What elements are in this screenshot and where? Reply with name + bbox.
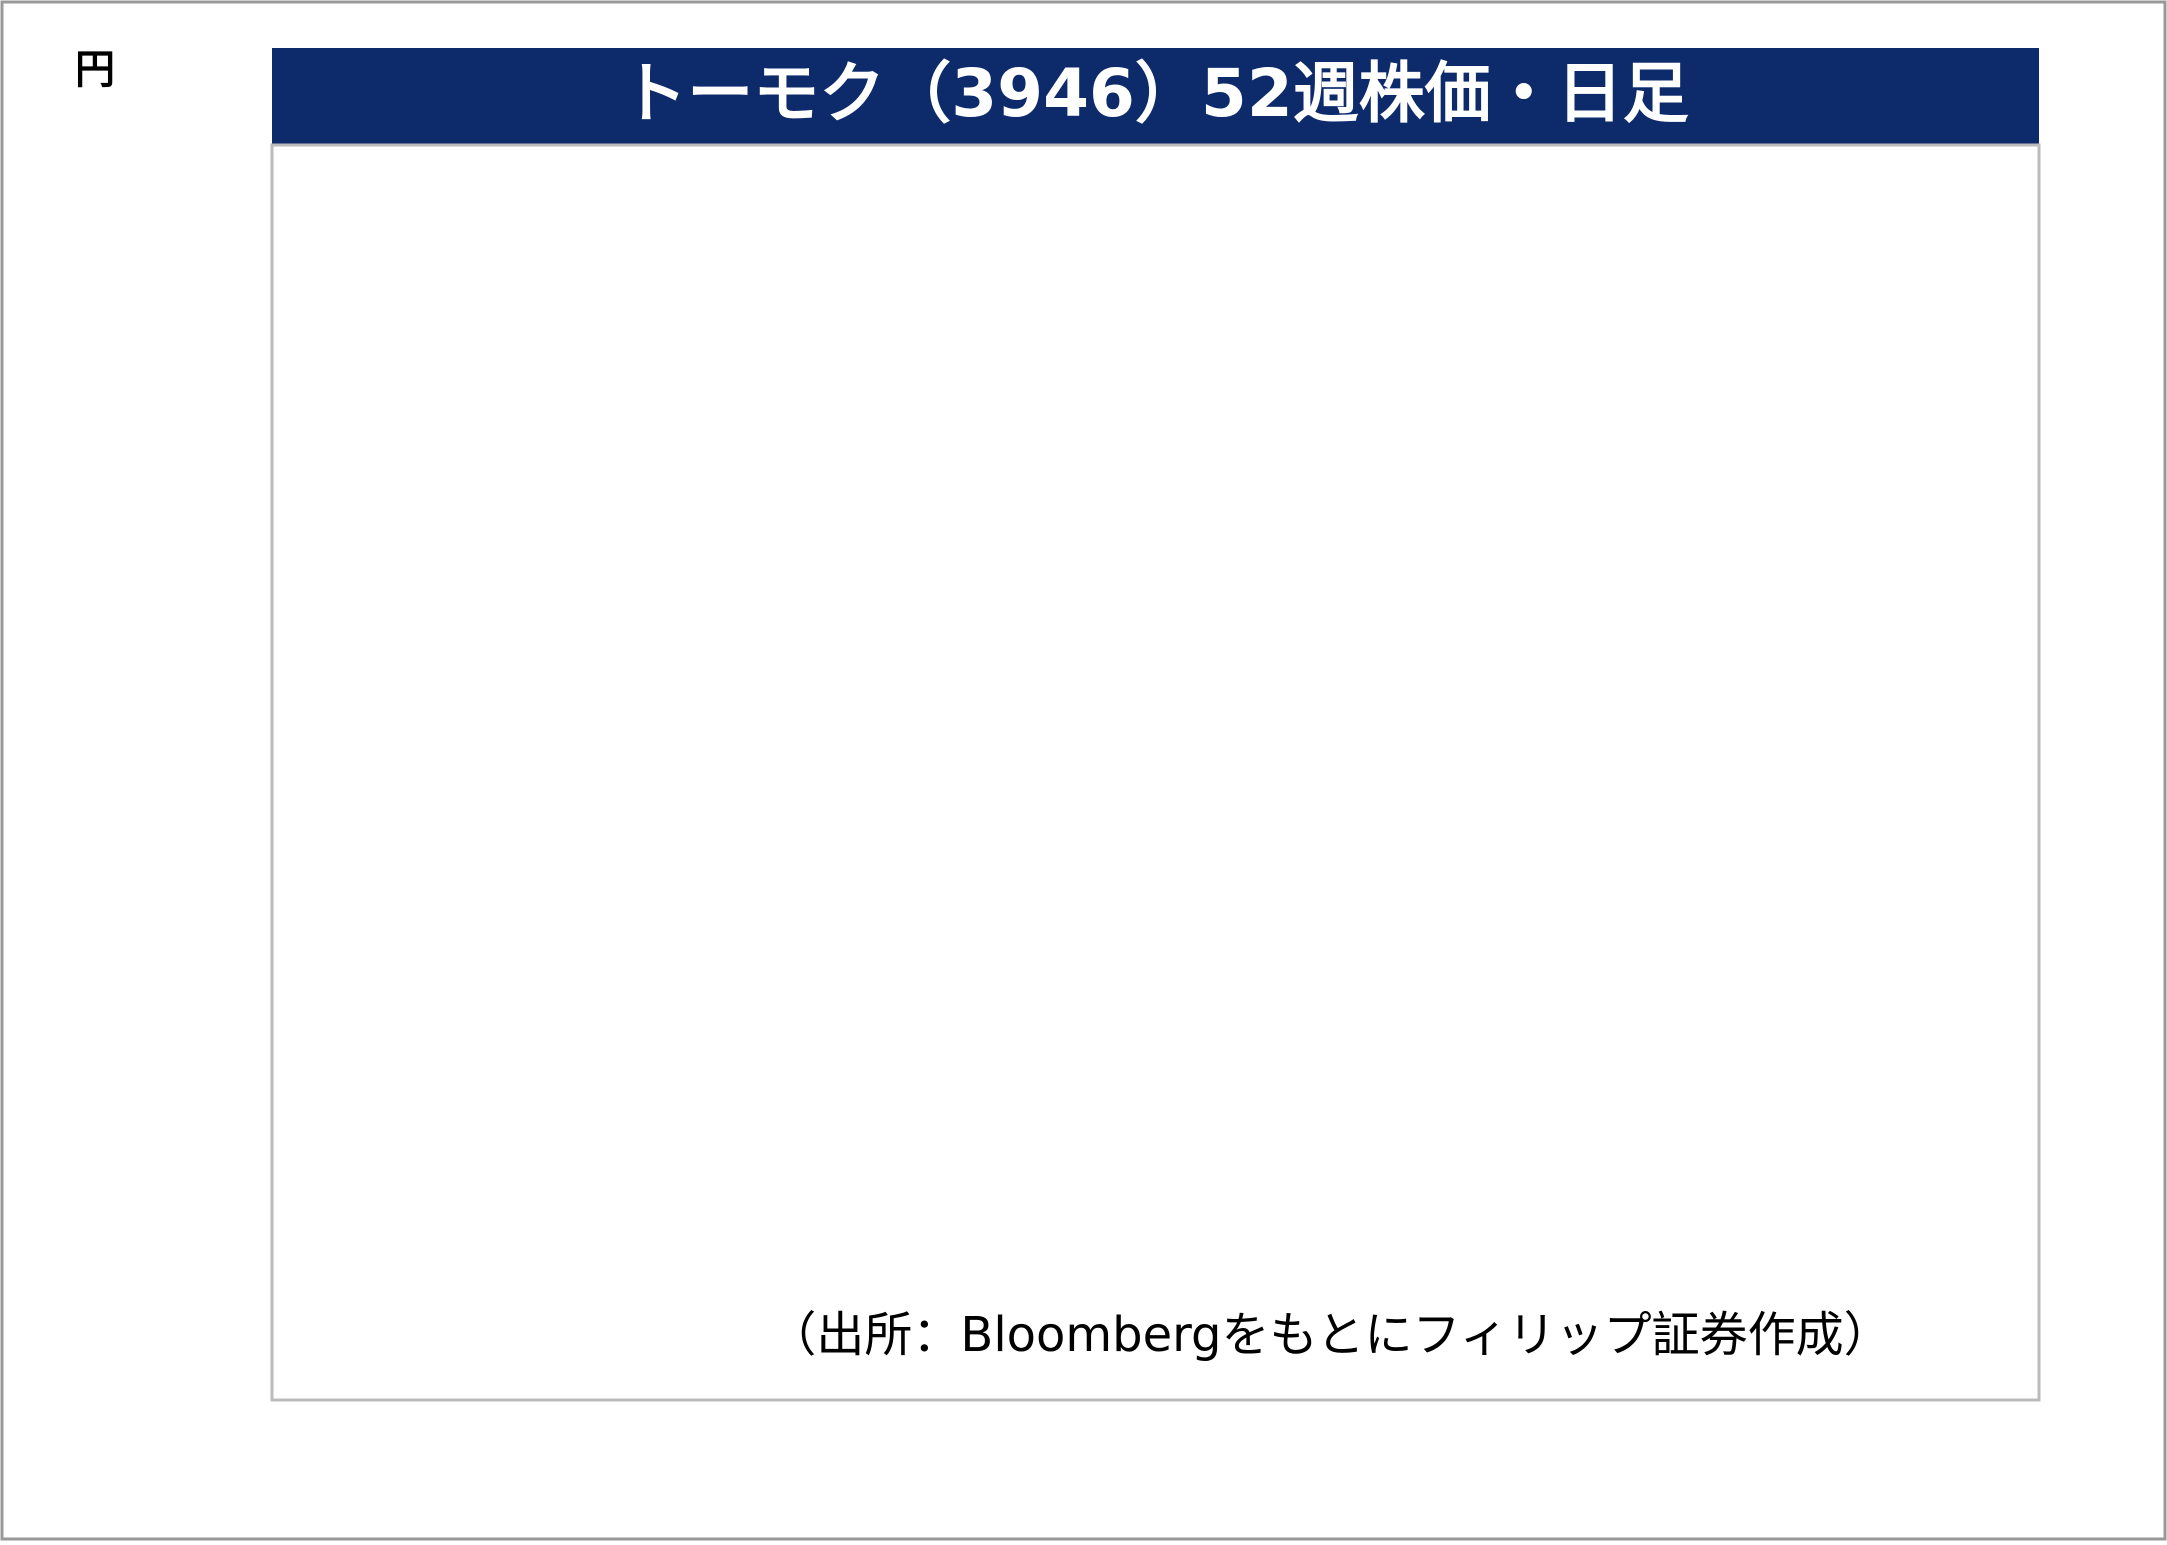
source-note: （出所：Bloombergをもとにフィリップ証券作成） [768,1307,1891,1363]
y-unit: 円 [75,47,115,93]
chart-title: トーモク（3946）52週株価・日足 [621,55,1689,132]
title-bar [272,48,2039,145]
plot-area [270,143,2041,1402]
